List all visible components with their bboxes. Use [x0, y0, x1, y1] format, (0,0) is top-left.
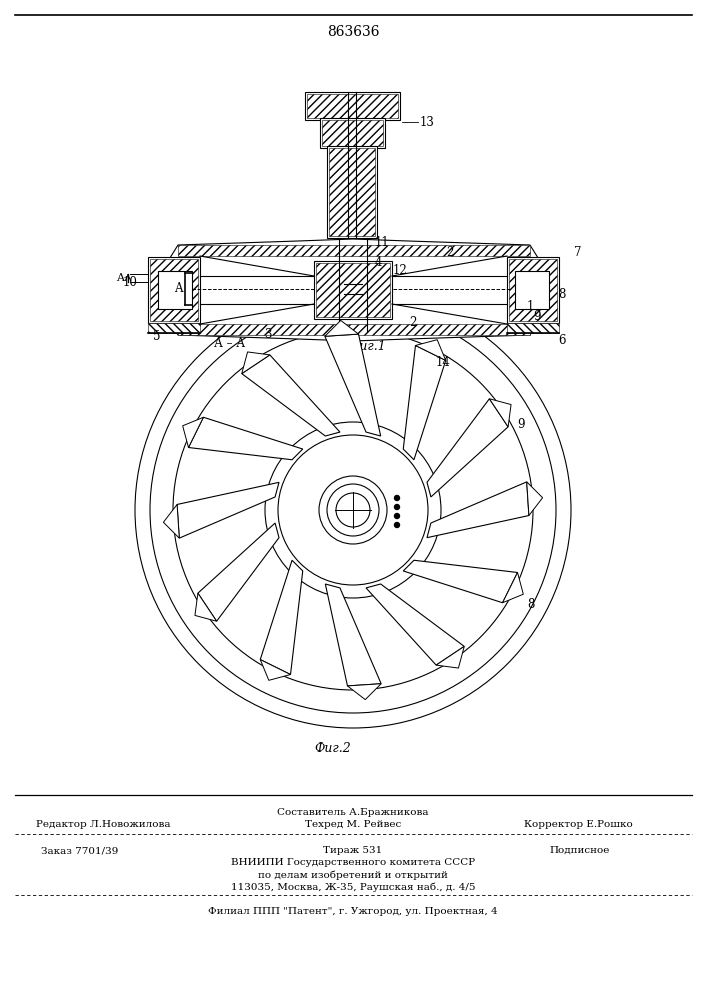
- Bar: [322, 120, 383, 146]
- Polygon shape: [325, 334, 380, 436]
- Polygon shape: [260, 560, 303, 675]
- Polygon shape: [325, 320, 358, 336]
- Text: 8: 8: [559, 288, 566, 302]
- Text: А – А: А – А: [214, 337, 245, 350]
- Polygon shape: [195, 593, 216, 621]
- Text: A: A: [116, 273, 124, 283]
- Text: Фиг.2: Фиг.2: [315, 742, 351, 755]
- Circle shape: [336, 493, 370, 527]
- Polygon shape: [325, 584, 381, 686]
- Bar: [150, 259, 198, 321]
- Polygon shape: [503, 572, 523, 603]
- Text: 5: 5: [153, 330, 160, 344]
- Bar: [307, 94, 398, 118]
- Text: 9: 9: [518, 418, 525, 432]
- Text: Фиг.1: Фиг.1: [350, 340, 386, 353]
- Bar: [329, 148, 375, 236]
- Polygon shape: [366, 584, 464, 665]
- Polygon shape: [177, 482, 279, 538]
- Text: 3: 3: [264, 328, 271, 340]
- Text: 1: 1: [526, 300, 534, 314]
- Bar: [158, 271, 192, 309]
- Circle shape: [150, 307, 556, 713]
- Text: 12: 12: [392, 263, 407, 276]
- Text: 14: 14: [436, 356, 450, 368]
- Polygon shape: [403, 560, 518, 603]
- Bar: [305, 92, 400, 120]
- Polygon shape: [427, 399, 508, 497]
- Circle shape: [395, 504, 399, 510]
- Polygon shape: [260, 660, 291, 680]
- Text: Составитель А.Бражникова: Составитель А.Бражникова: [277, 808, 428, 817]
- Polygon shape: [150, 239, 558, 341]
- Text: ВНИИПИ Государственного комитета СССР: ВНИИПИ Государственного комитета СССР: [231, 858, 475, 867]
- Polygon shape: [347, 684, 381, 700]
- Circle shape: [395, 522, 399, 528]
- Circle shape: [395, 514, 399, 518]
- Polygon shape: [189, 417, 303, 460]
- Polygon shape: [489, 399, 511, 427]
- Text: 11: 11: [375, 236, 390, 249]
- Polygon shape: [436, 646, 464, 668]
- Bar: [148, 257, 200, 323]
- Text: 113035, Москва, Ж-35, Раушская наб., д. 4/5: 113035, Москва, Ж-35, Раушская наб., д. …: [230, 882, 475, 892]
- Polygon shape: [178, 245, 530, 256]
- Polygon shape: [242, 352, 270, 374]
- Text: 2: 2: [446, 245, 454, 258]
- Text: 10: 10: [122, 275, 137, 288]
- Bar: [148, 323, 200, 333]
- Bar: [515, 271, 549, 309]
- Circle shape: [173, 330, 533, 690]
- Text: 4: 4: [374, 256, 382, 269]
- Circle shape: [265, 422, 441, 598]
- Bar: [327, 146, 377, 238]
- Bar: [509, 259, 557, 321]
- Text: Корректор Е.Рошко: Корректор Е.Рошко: [524, 820, 632, 829]
- Polygon shape: [182, 417, 204, 448]
- Polygon shape: [198, 523, 279, 621]
- Text: Редактор Л.Новожилова: Редактор Л.Новожилова: [36, 820, 170, 829]
- Text: 9: 9: [533, 310, 541, 324]
- Bar: [320, 118, 385, 148]
- Polygon shape: [416, 340, 445, 360]
- Text: A: A: [174, 282, 182, 296]
- Text: по делам изобретений и открытий: по делам изобретений и открытий: [258, 870, 448, 880]
- Circle shape: [319, 476, 387, 544]
- Text: 7: 7: [574, 245, 582, 258]
- Bar: [314, 261, 392, 319]
- Polygon shape: [163, 504, 180, 538]
- Text: 8: 8: [527, 598, 534, 611]
- Polygon shape: [242, 355, 340, 436]
- Text: 2: 2: [409, 316, 416, 328]
- Bar: [316, 263, 390, 317]
- Polygon shape: [427, 482, 529, 538]
- Bar: [507, 323, 559, 333]
- Circle shape: [278, 435, 428, 585]
- Text: Тираж 531: Тираж 531: [323, 846, 382, 855]
- Polygon shape: [178, 324, 530, 335]
- Text: 863636: 863636: [327, 25, 379, 39]
- Polygon shape: [403, 345, 445, 460]
- Text: Филиал ППП "Патент", г. Ужгород, ул. Проектная, 4: Филиал ППП "Патент", г. Ужгород, ул. Про…: [208, 907, 498, 916]
- Text: Подписное: Подписное: [550, 846, 610, 855]
- Bar: [507, 257, 559, 323]
- Text: 6: 6: [559, 334, 566, 347]
- Circle shape: [327, 484, 379, 536]
- Text: Техред М. Рейвес: Техред М. Рейвес: [305, 820, 401, 829]
- Circle shape: [135, 292, 571, 728]
- Text: Заказ 7701/39: Заказ 7701/39: [41, 846, 119, 855]
- Circle shape: [395, 495, 399, 500]
- Text: 13: 13: [420, 115, 435, 128]
- Polygon shape: [527, 482, 542, 516]
